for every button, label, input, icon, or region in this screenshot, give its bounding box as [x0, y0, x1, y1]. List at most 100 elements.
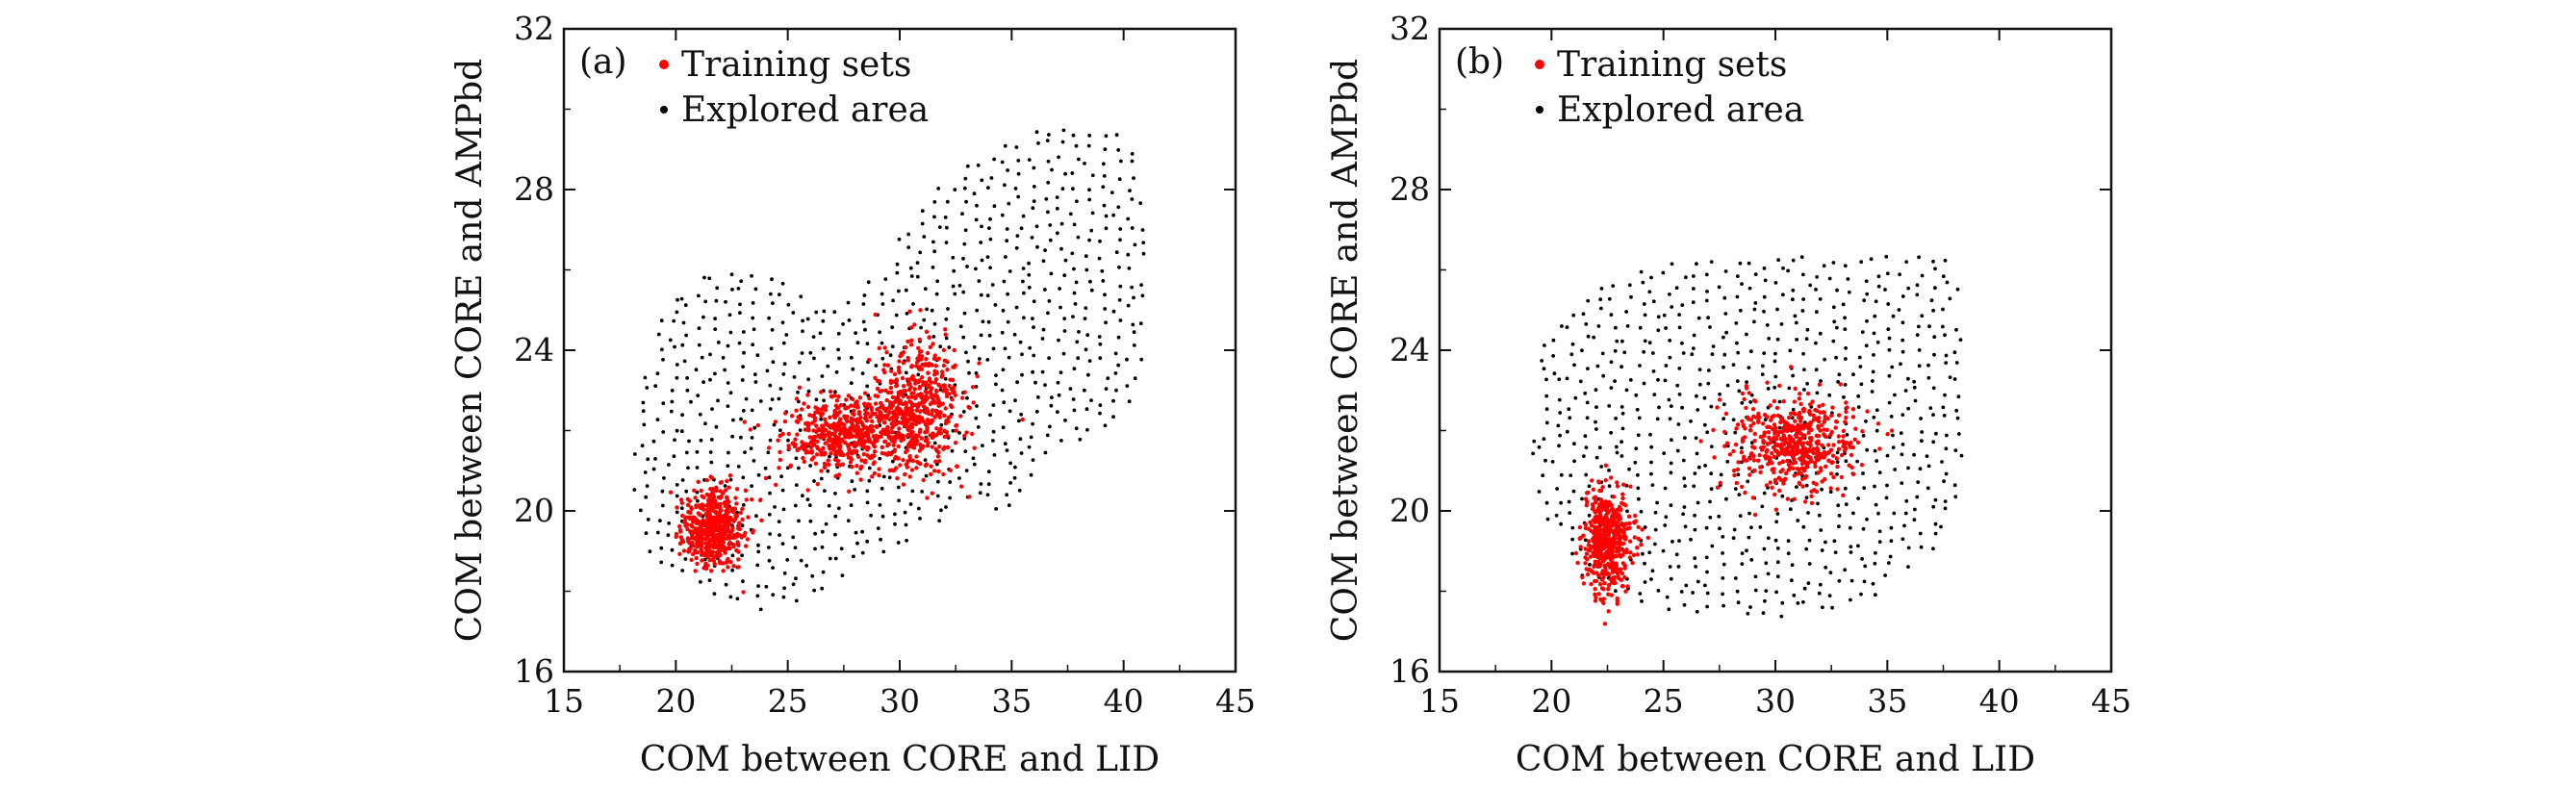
explored-point	[1837, 578, 1842, 583]
explored-point	[1885, 453, 1890, 458]
explored-point	[1925, 454, 1929, 458]
training-point	[795, 432, 800, 437]
explored-point	[666, 533, 671, 538]
explored-point	[1920, 430, 1925, 434]
training-point	[865, 447, 870, 452]
explored-point	[1693, 527, 1697, 532]
explored-point	[670, 389, 675, 393]
legend-a: Training sets Explored area	[659, 45, 929, 130]
explored-point	[1089, 398, 1093, 402]
explored-point	[1084, 267, 1089, 272]
explored-point	[1926, 375, 1931, 380]
explored-point	[992, 453, 997, 457]
training-point	[897, 426, 902, 431]
explored-point	[728, 595, 733, 599]
explored-point	[1624, 388, 1629, 393]
training-point	[1844, 415, 1849, 420]
explored-point	[659, 560, 664, 565]
training-point	[1816, 423, 1821, 429]
training-point	[1758, 470, 1763, 474]
y-axis-label-a: COM between CORE and AMPbd	[450, 59, 490, 642]
explored-point	[1944, 353, 1949, 358]
explored-point	[1560, 324, 1564, 328]
explored-point	[773, 505, 777, 509]
explored-point	[661, 430, 666, 434]
explored-point	[1592, 335, 1596, 340]
explored-point	[975, 308, 980, 313]
explored-point	[1860, 330, 1865, 334]
x-tick-label: 40	[1979, 682, 2020, 720]
training-point	[699, 488, 703, 494]
training-point	[877, 416, 882, 420]
explored-point	[1677, 325, 1682, 330]
explored-point	[1876, 511, 1880, 516]
explored-point	[1058, 287, 1061, 291]
explored-point	[786, 438, 790, 443]
training-point	[1596, 480, 1601, 485]
training-point	[919, 349, 924, 354]
explored-point	[1683, 524, 1688, 529]
training-point	[693, 496, 698, 500]
explored-point	[1027, 261, 1031, 266]
explored-point	[1915, 283, 1920, 288]
explored-point	[1753, 272, 1758, 276]
training-point	[920, 362, 925, 368]
explored-point	[1709, 445, 1714, 448]
training-point	[1620, 584, 1625, 589]
explored-point	[1814, 288, 1818, 292]
explored-point	[793, 503, 798, 508]
training-point	[856, 454, 861, 460]
training-point	[696, 479, 701, 484]
training-point	[1589, 523, 1594, 528]
explored-point	[1043, 288, 1047, 292]
training-point	[718, 480, 724, 485]
training-point	[1889, 428, 1895, 433]
training-point	[937, 459, 942, 464]
training-point	[1860, 429, 1865, 434]
training-point	[880, 389, 884, 394]
explored-point	[992, 204, 997, 209]
training-point	[1605, 550, 1610, 555]
explored-point	[1683, 436, 1687, 440]
training-point	[735, 533, 741, 539]
explored-point	[1118, 238, 1122, 242]
y-axis-label-b: COM between CORE and AMPbd	[1326, 59, 1365, 642]
training-point	[1769, 440, 1773, 445]
explored-point	[822, 309, 827, 314]
explored-point	[643, 375, 648, 380]
legend-b: Training sets Explored area	[1535, 45, 1804, 130]
explored-point	[1900, 452, 1904, 457]
explored-point	[1661, 548, 1666, 553]
explored-point	[1032, 353, 1036, 358]
training-point	[858, 477, 863, 482]
explored-point	[1117, 298, 1122, 302]
explored-point	[1126, 216, 1131, 221]
explored-point	[1668, 292, 1671, 296]
training-point	[1717, 397, 1722, 402]
explored-point	[1127, 267, 1132, 270]
explored-point	[753, 380, 758, 384]
training-point	[1810, 399, 1815, 404]
explored-point	[920, 221, 925, 226]
training-point	[715, 525, 720, 531]
training-point	[1768, 480, 1773, 485]
training-point	[842, 431, 847, 437]
explored-point	[986, 319, 991, 324]
training-point	[1610, 547, 1615, 553]
explored-point	[849, 355, 854, 360]
training-point	[912, 387, 917, 392]
training-point	[919, 436, 924, 441]
explored-point	[799, 294, 803, 299]
explored-point	[1859, 382, 1864, 387]
explored-point	[1034, 409, 1039, 414]
explored-point	[1544, 500, 1549, 505]
training-point	[1800, 484, 1805, 489]
training-point	[826, 432, 830, 437]
training-point	[857, 435, 862, 440]
training-point	[880, 427, 886, 432]
training-point	[1645, 535, 1651, 541]
explored-point	[675, 428, 679, 433]
explored-point	[1031, 317, 1034, 320]
explored-point	[1796, 519, 1800, 522]
training-point	[703, 536, 708, 542]
